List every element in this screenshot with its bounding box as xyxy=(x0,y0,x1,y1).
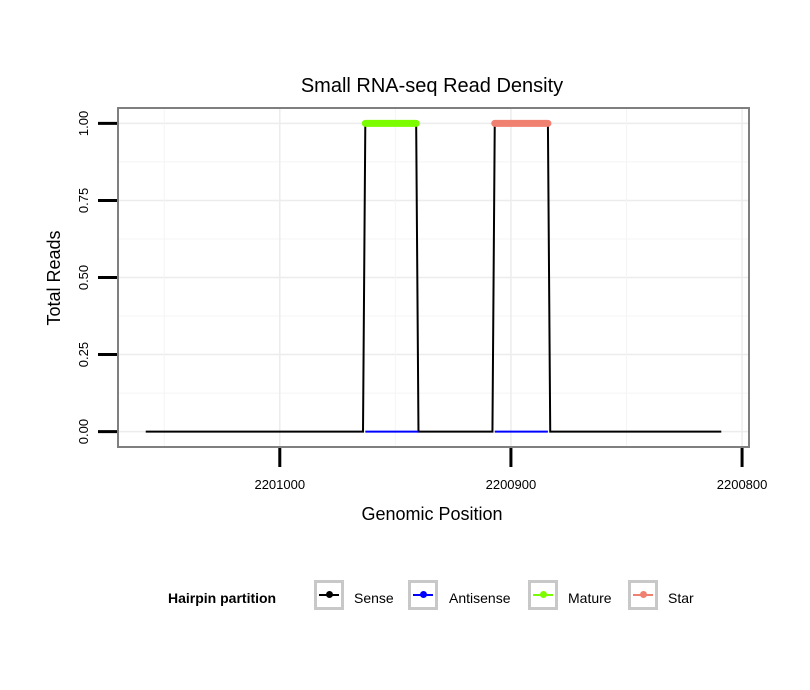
gridlines xyxy=(118,108,749,447)
x-tick-label: 2201000 xyxy=(254,477,305,492)
legend-point-star xyxy=(640,591,647,598)
legend-key-antisense xyxy=(408,580,438,610)
chart-title: Small RNA-seq Read Density xyxy=(301,75,563,97)
legend-label-sense: Sense xyxy=(354,590,394,606)
legend-point-sense xyxy=(326,591,333,598)
legend-key-sense xyxy=(314,580,344,610)
plot-border xyxy=(117,107,750,448)
legend-key-mature xyxy=(528,580,558,610)
legend-label-mature: Mature xyxy=(568,590,612,606)
x-tick-label: 2200900 xyxy=(486,477,537,492)
x-axis: 2201000 2200900 2200800 xyxy=(254,447,767,492)
series-sense-line xyxy=(145,122,722,433)
y-axis-label: Total Reads xyxy=(44,230,64,325)
legend-label-star: Star xyxy=(668,590,694,606)
legend-key-star xyxy=(628,580,658,610)
y-tick-label: 0.00 xyxy=(76,419,91,444)
legend-title: Hairpin partition xyxy=(168,590,277,606)
x-tick-label: 2200800 xyxy=(717,477,768,492)
y-tick-label: 0.75 xyxy=(76,188,91,213)
series-layer xyxy=(117,107,750,448)
y-tick-label: 1.00 xyxy=(76,111,91,136)
legend-point-antisense xyxy=(420,591,427,598)
x-axis-label: Genomic Position xyxy=(361,504,502,524)
y-axis: 0.00 0.25 0.50 0.75 1.00 xyxy=(76,111,118,444)
y-tick-label: 0.50 xyxy=(76,265,91,290)
legend: Hairpin partition Sense Antisense Mature… xyxy=(0,578,810,618)
legend-label-antisense: Antisense xyxy=(449,590,511,606)
legend-point-mature xyxy=(540,591,547,598)
y-tick-label: 0.25 xyxy=(76,342,91,367)
